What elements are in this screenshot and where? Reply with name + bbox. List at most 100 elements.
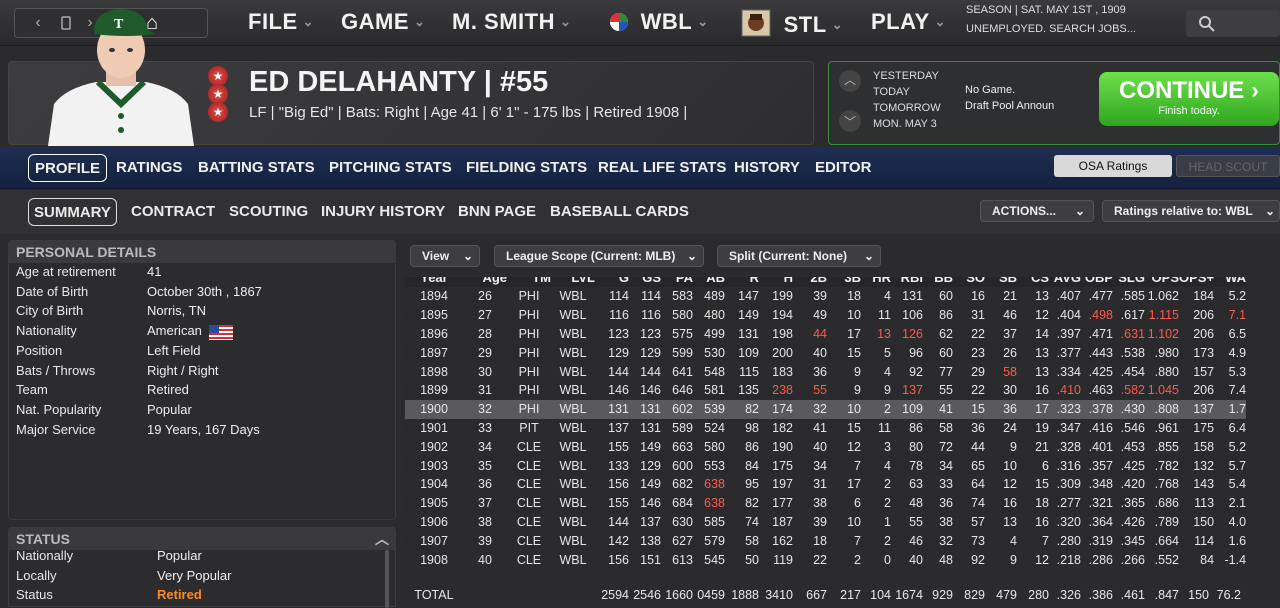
table-cell: .463 (1081, 380, 1113, 400)
table-row[interactable]: 1900 32 PHI WBL 131 131 602 539 82 174 32 10 2 109 41 1… (405, 399, 1247, 419)
column-header[interactable]: R (725, 277, 759, 287)
table-row[interactable]: 1904 36 CLE WBL 156 149 682 638 95 197 31 17 2 63 33 64… (405, 475, 1246, 494)
column-header[interactable]: H (759, 277, 793, 287)
menu-manager[interactable]: M. SMITH ⌄ (452, 9, 571, 35)
table-cell: 133 (595, 456, 629, 475)
day-today[interactable]: TODAY (873, 86, 910, 98)
column-header[interactable]: SLG (1113, 277, 1145, 287)
table-cell: 1901 (405, 418, 463, 438)
table-cell: 1.102 (1147, 326, 1179, 341)
column-header[interactable]: OPS (1145, 277, 1179, 287)
column-header[interactable]: PA (661, 277, 693, 287)
tab-real-life-stats[interactable]: REAL LIFE STATS (598, 159, 727, 176)
table-row[interactable]: 1908 40 CLE WBL 156 151 613 545 50 119 22 2 0 40 48 92 9… (405, 550, 1246, 569)
column-header[interactable]: SB (985, 277, 1017, 287)
osa-ratings-button[interactable]: OSA Ratings (1054, 155, 1172, 177)
column-header[interactable]: SO (953, 277, 985, 287)
table-cell: 44 (971, 439, 985, 454)
scrollbar[interactable] (385, 550, 389, 608)
day-tomorrow[interactable]: TOMORROW (873, 102, 941, 114)
detail-label: Date of Birth (16, 283, 89, 299)
column-header[interactable]: TM (507, 277, 551, 287)
tab-batting-stats[interactable]: BATTING STATS (198, 159, 315, 176)
table-cell: 36 (478, 477, 492, 492)
column-header[interactable]: GS (629, 277, 661, 287)
tab-pitching-stats[interactable]: PITCHING STATS (329, 159, 452, 176)
tab-ratings[interactable]: RATINGS (116, 159, 183, 176)
column-header[interactable]: WA (1214, 277, 1247, 287)
view-dropdown[interactable]: View ⌄ (410, 245, 480, 267)
column-header[interactable]: G (595, 277, 629, 287)
tab-profile[interactable]: PROFILE (28, 154, 108, 182)
collapse-icon[interactable]: ︿ (375, 531, 389, 547)
back-icon[interactable]: ‹ (35, 14, 41, 31)
day-mon-may-3[interactable]: MON. MAY 3 (873, 118, 937, 130)
table-cell: .266 (1120, 552, 1145, 567)
scroll-up-icon[interactable]: ︿ (839, 70, 861, 92)
home-icon[interactable]: ⌂ (145, 12, 159, 34)
actions-dropdown[interactable]: ACTIONS... ⌄ (980, 200, 1094, 222)
scroll-down-icon[interactable]: ﹀ (839, 110, 861, 132)
stats-table-viewport[interactable]: Year Age TM LVL G GS PA AB R H 2B 3B HR RBI BB SO SB CS AV… (405, 277, 1280, 607)
column-header[interactable]: RBI (891, 277, 923, 287)
column-header[interactable]: 2B (793, 277, 827, 287)
forward-icon[interactable]: › (87, 14, 93, 31)
page-icon[interactable] (55, 12, 77, 34)
ratings-relative-dropdown[interactable]: Ratings relative to: WBL ⌄ (1102, 200, 1280, 222)
tab-editor[interactable]: EDITOR (815, 159, 872, 176)
column-header[interactable]: 3B (827, 277, 861, 287)
table-row[interactable]: 1896 28 PHI WBL 123 123 575 499 131 198 44 17 13 126 6… (405, 325, 1246, 344)
split-dropdown[interactable]: Split (Current: None) ⌄ (717, 245, 881, 267)
table-row[interactable]: 1902 34 CLE WBL 155 149 663 580 86 190 40 12 3 80 72 44… (405, 437, 1246, 456)
table-row[interactable]: 1895 27 PHI WBL 116 116 580 480 149 194 49 10 11 106 8… (405, 305, 1247, 325)
column-header[interactable]: BB (923, 277, 953, 287)
season-info[interactable]: SEASON | SAT. MAY 1ST , 1909 UNEMPLOYED.… (966, 1, 1136, 39)
tab-summary[interactable]: SUMMARY (28, 198, 117, 226)
menu-game[interactable]: GAME ⌄ (341, 9, 425, 35)
table-row[interactable]: 1894 26 PHI WBL 114 114 583 489 147 199 39 18 4 131 60… (405, 287, 1246, 306)
table-cell: 33 (939, 477, 953, 492)
column-header[interactable]: Age (463, 277, 507, 287)
table-row[interactable]: 1906 38 CLE WBL 144 137 630 585 74 187 39 10 1 55 38 57… (405, 513, 1246, 532)
day-yesterday[interactable]: YESTERDAY (873, 70, 939, 82)
menu-league[interactable]: WBL ⌄ (606, 9, 709, 35)
tab-injury-history[interactable]: INJURY HISTORY (321, 203, 446, 220)
table-row[interactable]: 1897 29 PHI WBL 129 129 599 530 109 200 40 15 5 96 60 2… (405, 343, 1247, 363)
continue-button[interactable]: CONTINUE › Finish today. (1099, 72, 1279, 126)
table-cell: 684 (661, 493, 693, 513)
menu-play[interactable]: PLAY ⌄ (871, 9, 946, 35)
table-row[interactable]: 1901 33 PIT WBL 137 131 589 524 98 182 41 15 11 86 58 3… (405, 418, 1247, 438)
table-cell: 7 (827, 531, 861, 551)
head-scout-button[interactable]: HEAD SCOUT (1176, 155, 1280, 177)
league-scope-dropdown[interactable]: League Scope (Current: MLB) ⌄ (494, 245, 704, 267)
table-cell: .425 (1088, 364, 1113, 379)
column-header[interactable]: OBP (1081, 277, 1113, 287)
column-header[interactable]: CS (1017, 277, 1049, 287)
table-row[interactable]: 1905 37 CLE WBL 155 146 684 638 82 177 38 6 2 48 36 74 1… (405, 493, 1247, 513)
tab-contract[interactable]: CONTRACT (131, 203, 216, 220)
table-row[interactable]: 1907 39 CLE WBL 142 138 627 579 58 162 18 7 2 46 32 73 4… (405, 531, 1247, 551)
table-cell: 194 (759, 305, 793, 325)
tab-baseball-cards[interactable]: BASEBALL CARDS (550, 203, 689, 220)
table-cell: 9 (827, 380, 861, 400)
table-row[interactable]: 1899 31 PHI WBL 146 146 646 581 135 238 55 9 9 137 55 2… (405, 380, 1247, 400)
team-logo-icon (741, 9, 777, 37)
tab-scouting[interactable]: SCOUTING (229, 203, 309, 220)
menu-file[interactable]: FILE ⌄ (248, 9, 314, 35)
table-row[interactable]: 1898 30 PHI WBL 144 144 641 548 115 183 36 9 4 92 77 29… (405, 362, 1246, 381)
search-input[interactable] (1186, 10, 1280, 37)
column-header[interactable]: AVG (1049, 277, 1081, 287)
table-row[interactable]: 1903 35 CLE WBL 133 129 600 553 84 175 34 7 4 78 34 65 1… (405, 456, 1247, 475)
column-header[interactable]: AB (693, 277, 725, 287)
table-cell: .397 (1056, 326, 1081, 341)
column-header[interactable]: LVL (551, 277, 595, 287)
column-header[interactable]: OPS+ (1179, 277, 1215, 287)
tab-bnn-page[interactable]: BNN PAGE (458, 203, 537, 220)
tab-history[interactable]: HISTORY (734, 159, 800, 176)
status-header: STATUS ︿ (9, 528, 395, 550)
menu-team[interactable]: STL ⌄ (741, 9, 843, 38)
table-cell: .426 (1120, 514, 1145, 529)
column-header[interactable]: Year (405, 277, 463, 287)
column-header[interactable]: HR (861, 277, 891, 287)
tab-fielding-stats[interactable]: FIELDING STATS (466, 159, 588, 176)
